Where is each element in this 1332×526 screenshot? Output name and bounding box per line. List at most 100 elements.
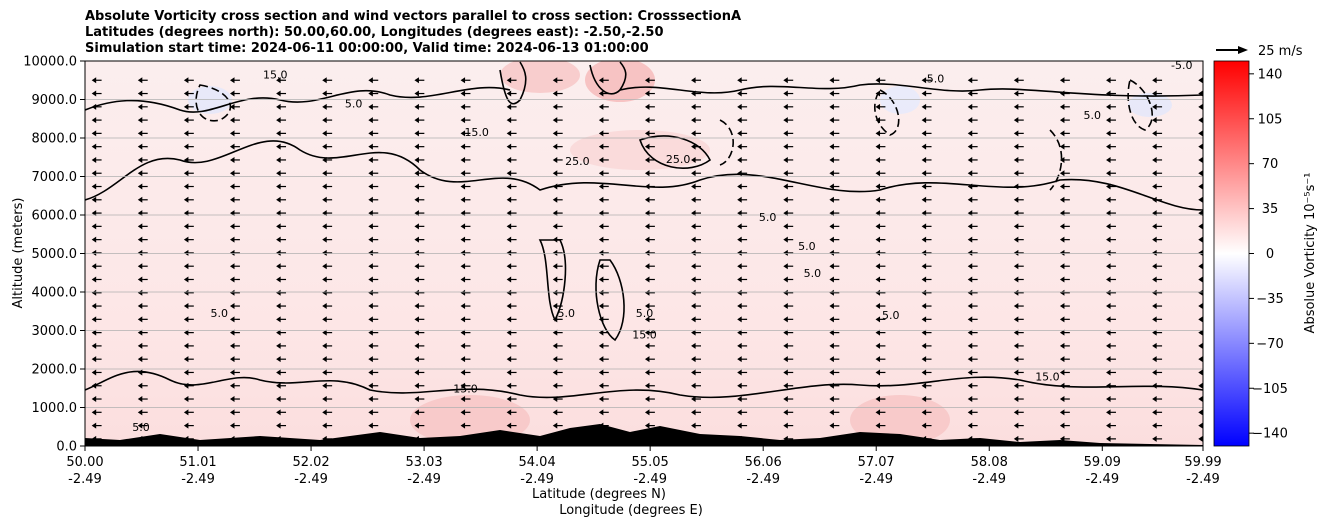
- wind-vector: [783, 289, 794, 296]
- wind-vector: [460, 263, 471, 270]
- wind-vector-head: [183, 90, 189, 97]
- wind-vector: [921, 289, 932, 296]
- contour-label: 25.0: [565, 155, 590, 168]
- wind-vector: [1013, 356, 1024, 363]
- contour-label: 5.0: [759, 211, 777, 224]
- wind-vector-head: [414, 303, 419, 310]
- wind-vector-head: [921, 90, 927, 97]
- wind-vector: [1106, 422, 1116, 429]
- colorbar-tick-label: 70: [1262, 157, 1279, 172]
- wind-vector: [506, 103, 517, 110]
- wind-vector-head: [1013, 396, 1019, 403]
- wind-vector-head: [322, 249, 327, 256]
- wind-vector-head: [183, 117, 189, 124]
- wind-vector: [1106, 117, 1116, 124]
- wind-vector: [1013, 435, 1024, 442]
- wind-vector-head: [1013, 130, 1019, 137]
- wind-vector-head: [1013, 356, 1019, 363]
- wind-vector: [276, 170, 287, 177]
- colorbar-label: Absolue Vorticity 10⁻⁵s⁻¹: [1303, 173, 1318, 334]
- wind-vector: [967, 409, 978, 416]
- wind-vector: [460, 156, 471, 163]
- wind-vector-head: [368, 143, 373, 150]
- wind-vector-head: [1059, 263, 1065, 270]
- contour-label: 15.0: [453, 382, 478, 395]
- wind-vector: [506, 316, 517, 323]
- wind-vector: [875, 77, 886, 84]
- wind-vector-head: [1198, 196, 1203, 203]
- wind-vector: [183, 236, 194, 243]
- wind-vector-head: [829, 130, 834, 137]
- wind-vector: [414, 342, 425, 349]
- wind-vector: [322, 183, 333, 190]
- wind-vector-head: [137, 156, 143, 163]
- wind-vector: [598, 170, 609, 177]
- wind-vector: [230, 117, 240, 124]
- wind-vector: [368, 409, 379, 416]
- wind-vector: [783, 396, 794, 403]
- wind-vector: [1059, 396, 1070, 403]
- wind-vector-head: [921, 183, 927, 190]
- wind-vector-head: [644, 143, 650, 150]
- wind-vector: [1013, 103, 1024, 110]
- wind-vector: [552, 422, 563, 429]
- wind-vector: [183, 369, 194, 376]
- wind-vector-head: [368, 396, 373, 403]
- wind-vector-head: [691, 263, 696, 270]
- wind-vector: [875, 303, 886, 310]
- wind-vector: [1013, 236, 1024, 243]
- wind-vector: [691, 223, 701, 230]
- wind-vector: [322, 196, 333, 203]
- wind-vector-head: [230, 103, 235, 110]
- x-tick-label-lon: -2.49: [859, 472, 893, 487]
- wind-vector: [506, 409, 517, 416]
- wind-vector: [460, 356, 471, 363]
- wind-vector-head: [506, 210, 512, 217]
- wind-vector: [967, 103, 978, 110]
- wind-vector-head: [1152, 249, 1157, 256]
- wind-vector-head: [967, 276, 973, 283]
- wind-vector: [552, 77, 563, 84]
- wind-vector-head: [460, 143, 466, 150]
- wind-vector-head: [91, 130, 97, 137]
- wind-vector: [829, 90, 840, 97]
- wind-vector: [1013, 303, 1024, 310]
- contour-label: 25.0: [666, 153, 691, 166]
- wind-vector-head: [230, 196, 235, 203]
- wind-vector: [137, 329, 148, 336]
- wind-vector: [276, 276, 287, 283]
- wind-vector-head: [598, 210, 604, 217]
- wind-vector: [322, 170, 333, 177]
- wind-vector: [91, 103, 102, 110]
- wind-vector-head: [414, 342, 419, 349]
- wind-vector: [460, 369, 471, 376]
- wind-vector: [1059, 130, 1070, 137]
- wind-vector-head: [829, 276, 834, 283]
- y-tick-label: 10000.0: [23, 55, 77, 70]
- wind-vector-head: [644, 422, 650, 429]
- wind-vector-head: [1152, 263, 1157, 270]
- wind-vector: [230, 170, 240, 177]
- wind-vector: [967, 289, 978, 296]
- wind-vector-head: [1106, 422, 1111, 429]
- wind-vector-head: [875, 117, 881, 124]
- wind-vector: [322, 117, 333, 124]
- wind-vector-head: [276, 409, 281, 416]
- wind-vector: [967, 223, 978, 230]
- wind-vector: [460, 90, 471, 97]
- wind-vector: [552, 289, 563, 296]
- wind-vector-head: [737, 396, 742, 403]
- wind-vector: [322, 103, 333, 110]
- wind-vector-head: [1059, 316, 1065, 323]
- wind-vector-head: [1152, 90, 1157, 97]
- x-tick-label-lon: -2.49: [407, 472, 441, 487]
- wind-vector-head: [967, 183, 973, 190]
- wind-vector-head: [598, 77, 604, 84]
- wind-vector: [691, 156, 701, 163]
- wind-vector: [552, 223, 563, 230]
- wind-vector-head: [368, 356, 373, 363]
- wind-vector: [644, 289, 655, 296]
- wind-vector-head: [691, 303, 696, 310]
- wind-vector-head: [691, 77, 696, 84]
- wind-vector: [183, 329, 194, 336]
